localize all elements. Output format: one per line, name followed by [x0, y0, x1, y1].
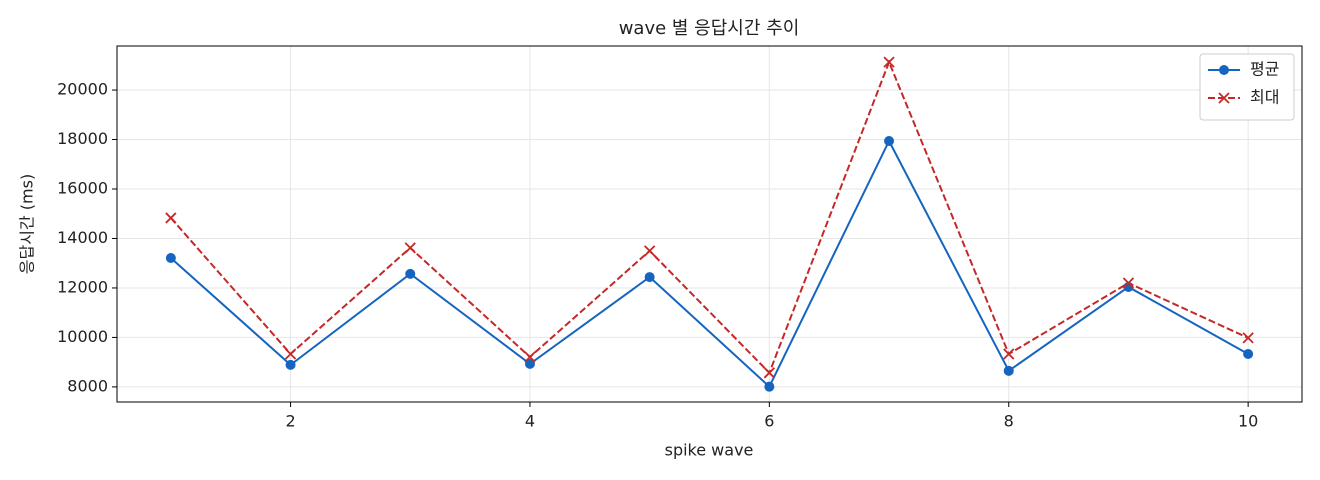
data-point — [285, 359, 296, 370]
legend-label: 평균 — [1250, 60, 1279, 79]
data-point — [1122, 277, 1135, 289]
y-tick-label: 8000 — [67, 376, 108, 395]
y-tick-label: 12000 — [57, 277, 108, 296]
series-line — [170, 59, 1249, 375]
legend-marker — [1219, 65, 1229, 75]
data-point — [763, 367, 775, 379]
data-point — [524, 351, 536, 363]
data-point — [405, 268, 416, 279]
x-tick-label: 6 — [764, 412, 774, 431]
series-line — [170, 138, 1249, 389]
data-point — [1242, 332, 1254, 344]
plot-frame — [116, 45, 1303, 403]
x-tick-label: 10 — [1238, 412, 1258, 431]
x-axis-label: spike wave — [665, 441, 754, 460]
data-point — [884, 135, 895, 146]
data-point — [284, 348, 297, 360]
y-tick-label: 20000 — [57, 80, 108, 99]
legend-label: 최대 — [1250, 88, 1279, 107]
data-point — [644, 272, 655, 283]
x-tick-label: 4 — [525, 412, 535, 431]
data-point — [644, 245, 656, 257]
x-tick-label: 8 — [1004, 412, 1014, 431]
legend-box — [1199, 53, 1295, 121]
y-tick-label: 18000 — [57, 129, 108, 148]
y-axis-label: 응답시간 (ms) — [18, 174, 37, 274]
data-point — [524, 358, 535, 369]
data-point — [1003, 365, 1014, 376]
data-point — [404, 242, 416, 254]
chart-title: wave 별 응답시간 추이 — [619, 18, 800, 39]
data-point — [883, 56, 895, 68]
data-point — [1243, 349, 1254, 360]
legend-marker — [1218, 92, 1230, 104]
x-tick-label: 2 — [285, 412, 295, 431]
data-point — [165, 212, 177, 224]
data-point — [1003, 348, 1015, 360]
data-point — [764, 381, 775, 392]
y-tick-label: 16000 — [57, 178, 108, 197]
data-point — [165, 253, 176, 264]
y-tick-label: 14000 — [57, 228, 108, 247]
y-tick-label: 10000 — [57, 327, 108, 346]
